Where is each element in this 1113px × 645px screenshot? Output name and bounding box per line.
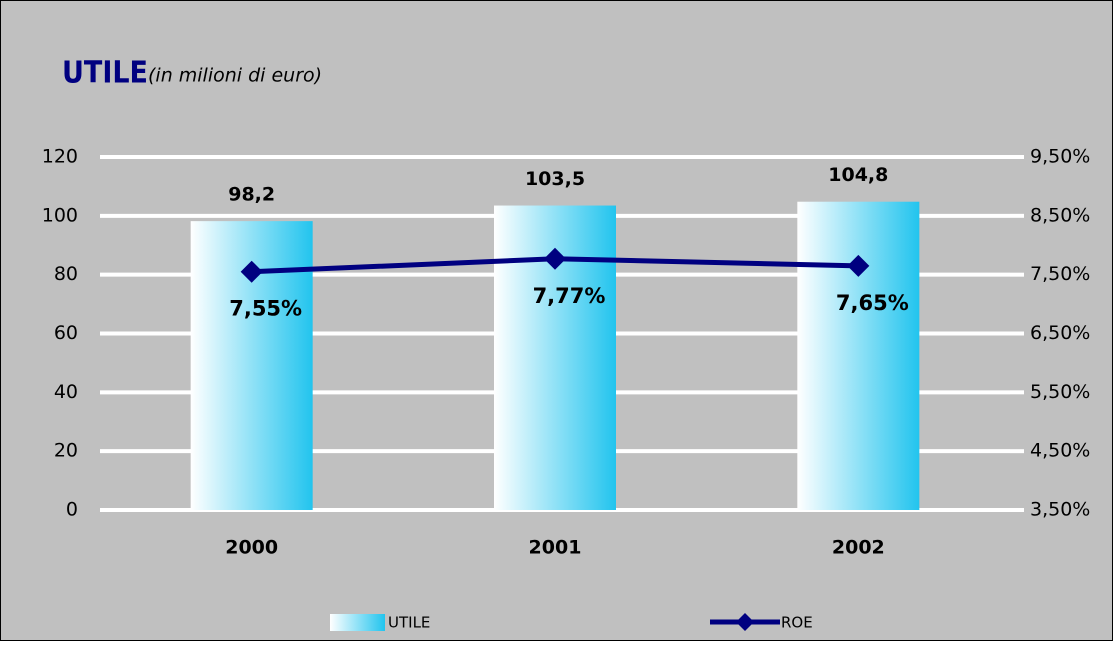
y2-tick-label: 7,50% [1030, 263, 1090, 285]
legend-marker [736, 613, 754, 631]
roe-marker [240, 260, 263, 283]
y-tick-label: 60 [54, 322, 78, 344]
bar-value-label: 103,5 [525, 168, 585, 190]
chart-subtitle: (in milioni di euro) [148, 65, 322, 87]
y-tick-label: 0 [66, 499, 78, 521]
legend-swatch [330, 614, 385, 631]
y-tick-label: 40 [54, 381, 78, 403]
legend-label: UTILE [388, 614, 430, 632]
y2-tick-label: 6,50% [1030, 322, 1090, 344]
y-tick-label: 120 [42, 146, 78, 168]
roe-value-label: 7,77% [533, 284, 606, 308]
y2-tick-label: 9,50% [1030, 146, 1090, 168]
bar-value-label: 104,8 [828, 164, 888, 186]
chart-title: UTILE [62, 56, 148, 91]
y2-tick-label: 5,50% [1030, 381, 1090, 403]
y2-tick-label: 3,50% [1030, 499, 1090, 521]
roe-value-label: 7,65% [836, 291, 909, 315]
y2-tick-label: 8,50% [1030, 204, 1090, 226]
bar-value-label: 98,2 [228, 184, 275, 206]
bar [797, 201, 920, 511]
x-tick-label: 2002 [832, 537, 885, 559]
legend-label: ROE [781, 614, 813, 632]
x-tick-label: 2001 [529, 537, 582, 559]
y2-tick-label: 4,50% [1030, 440, 1090, 462]
roe-marker [544, 247, 566, 270]
x-tick-label: 2000 [225, 537, 278, 559]
y-tick-label: 100 [42, 204, 78, 226]
y-tick-label: 80 [54, 263, 78, 285]
roe-value-label: 7,55% [229, 297, 302, 321]
roe-marker [847, 254, 870, 277]
y-tick-label: 20 [54, 440, 78, 462]
